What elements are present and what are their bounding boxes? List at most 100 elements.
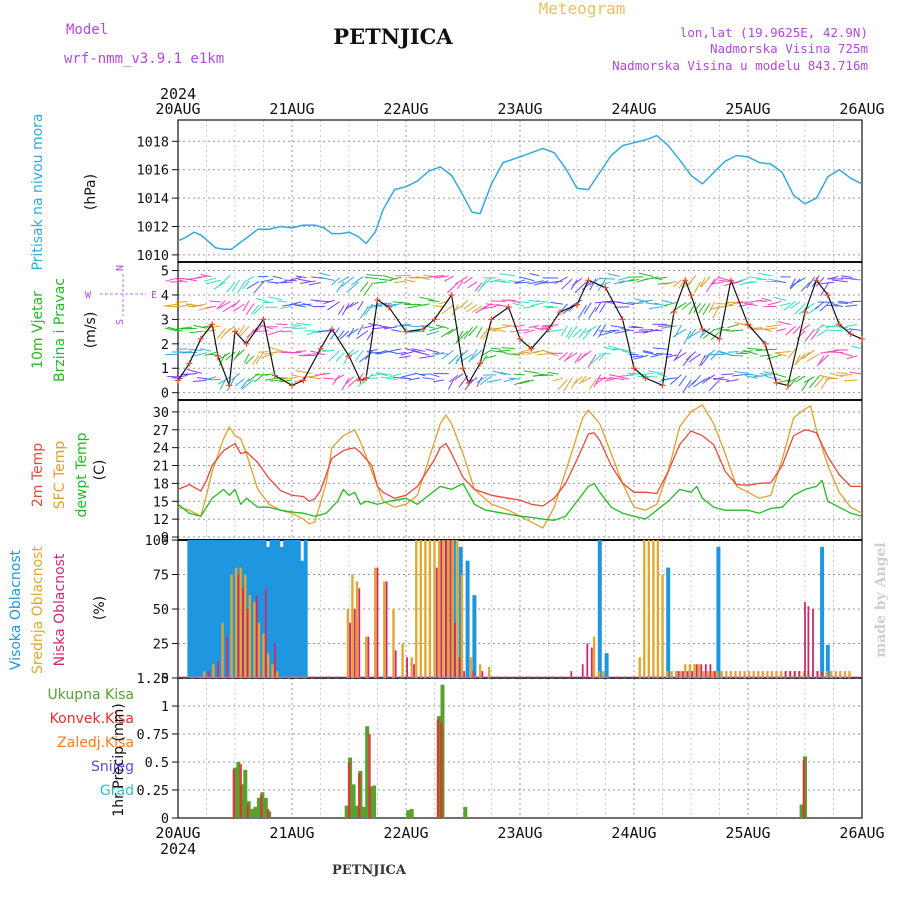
precip-bar: [372, 785, 377, 818]
y-tick-label: 12: [153, 512, 169, 528]
wind-barb: [295, 370, 312, 374]
precip-bar: [436, 719, 440, 818]
wind-barb: [595, 376, 606, 385]
wind-barb: [742, 349, 758, 356]
wind-barb: [803, 376, 815, 383]
wind-barb: [664, 301, 677, 306]
cloud-bar: [697, 664, 701, 678]
wind-speed-marker: [420, 326, 427, 333]
wind-barb: [820, 377, 830, 390]
wind-barb: [628, 353, 639, 356]
cloud-bar: [798, 671, 801, 678]
cloud-bar: [272, 540, 277, 678]
wind-speed-marker: [465, 379, 472, 386]
wind-barb: [773, 296, 787, 301]
wind-barb: [232, 299, 241, 308]
y-tick-label: 5: [161, 264, 169, 280]
precip-bar: [440, 722, 443, 818]
wind-barb: [736, 301, 749, 304]
cloud-bar: [821, 671, 823, 678]
wind-barb: [289, 276, 302, 281]
pressure-label: Pritisak na nivou mora: [30, 113, 46, 270]
panel-1: 0 1 2 3 4 5: [161, 261, 863, 402]
wind-barb: [463, 326, 473, 340]
wind-barb: [678, 375, 687, 387]
wind-barb: [761, 297, 772, 302]
cloud-bar: [283, 540, 288, 678]
wind-barb: [466, 304, 478, 313]
cloud-bar: [244, 574, 247, 678]
cloud-bar: [604, 653, 609, 678]
wind-barb: [710, 350, 720, 361]
wind-barb: [652, 347, 668, 350]
wind-barb: [800, 282, 811, 292]
cloud-bar: [300, 560, 305, 678]
wind-barb: [589, 278, 597, 291]
cloud-series-2: [207, 540, 823, 678]
wind-speed-marker: [260, 316, 267, 323]
wind-barb: [753, 375, 768, 378]
wind-barb: [564, 352, 578, 361]
wind-barb: [390, 348, 402, 352]
cloud-bar: [451, 540, 454, 678]
cloud-bar: [766, 671, 769, 678]
y-tick-label: 1: [161, 361, 169, 377]
y-tick-label: 1.25: [136, 671, 169, 687]
wind-barb: [290, 324, 302, 327]
cloud-bar: [830, 671, 833, 678]
wind-speed-marker: [175, 377, 181, 384]
wind-barb: [693, 302, 701, 313]
wind-barb: [257, 351, 269, 353]
wind-barb: [632, 355, 644, 358]
wind-barb: [717, 350, 730, 355]
compass-w: W: [85, 290, 92, 301]
wind-barb: [681, 301, 692, 310]
wind-barb: [252, 355, 260, 365]
cloud-bar: [374, 567, 377, 678]
wind-barb: [550, 301, 563, 305]
wind-barb: [617, 276, 630, 281]
x-tick-bottom: 22AUG: [383, 824, 428, 842]
wind-barb: [775, 351, 791, 354]
wind-speed-marker: [824, 291, 831, 298]
wind-barb: [481, 349, 492, 357]
cloud-bar: [257, 622, 261, 678]
wind-barb: [594, 302, 602, 313]
cloud-bar: [271, 664, 274, 678]
wind-speed-marker: [517, 335, 523, 342]
wind-speed-marker: [574, 301, 580, 308]
wind-barb: [411, 348, 426, 352]
cloud-bar: [804, 602, 806, 678]
wind-barb: [288, 301, 302, 306]
cloud-bar: [702, 671, 705, 678]
wind-barb: [241, 379, 255, 390]
wind-barb: [700, 327, 711, 338]
x-tick-bottom: 26AUG: [839, 824, 884, 842]
wind-speed-marker: [727, 277, 734, 284]
wind-barb: [186, 303, 198, 306]
wind-barb: [300, 280, 316, 284]
wind-barb: [542, 324, 559, 327]
wind-barb: [434, 275, 449, 279]
x-tick-bottom: 21AUG: [269, 824, 314, 842]
cloud-bar: [424, 540, 427, 678]
cloud-bar: [231, 540, 236, 678]
cloud-bar: [711, 671, 714, 678]
cloud-bar: [784, 671, 787, 678]
footer-station: PETNJICA: [332, 863, 407, 878]
wind-barb: [747, 347, 763, 351]
wind-barb: [204, 376, 217, 381]
cloud-bar: [592, 636, 596, 678]
wind-barb: [193, 324, 207, 329]
wind-barb: [642, 351, 658, 356]
wind-barb: [246, 281, 260, 290]
wind-barb: [698, 303, 706, 314]
wind-barb: [296, 303, 312, 306]
wind-barb: [429, 275, 445, 278]
wind-barb: [480, 277, 492, 288]
cloud-bar: [286, 540, 291, 678]
cloud-bar: [207, 540, 212, 678]
model-name: wrf-nmm_v3.9.1 e1km: [64, 51, 224, 67]
cloud-bar: [269, 540, 274, 678]
wind-barb: [648, 306, 663, 310]
